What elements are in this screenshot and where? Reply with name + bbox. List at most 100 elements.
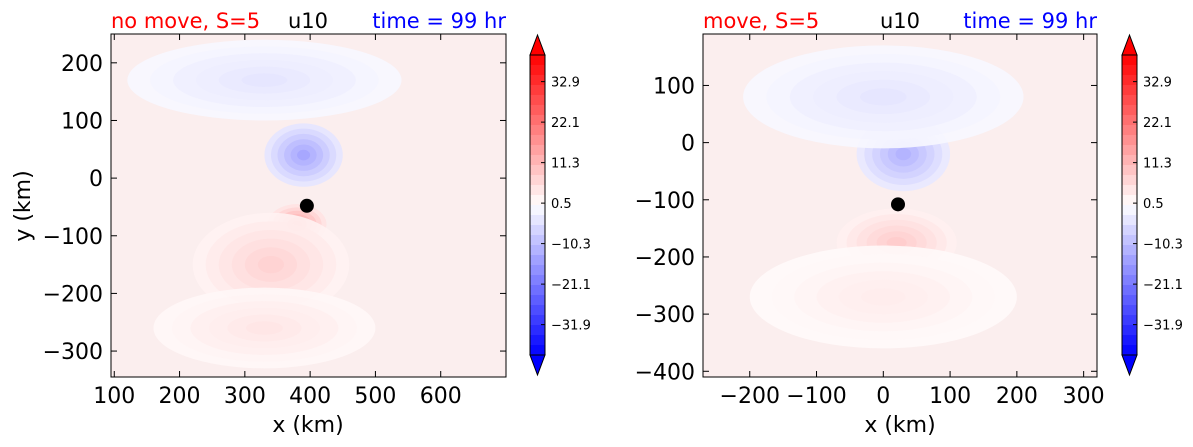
- colorbar-band: [530, 255, 545, 266]
- colorbar-band: [1122, 205, 1137, 216]
- colorbar-band: [1122, 255, 1137, 266]
- colorbar-band: [530, 345, 545, 356]
- field-contour-band: [297, 149, 311, 161]
- colorbar-band: [530, 295, 545, 306]
- colorbar-tick-label: −10.3: [1143, 238, 1183, 253]
- colorbar-band: [1122, 315, 1137, 326]
- colorbar-band: [530, 235, 545, 246]
- colorbar-band: [530, 205, 545, 216]
- colorbar-tick-label: 11.3: [551, 157, 580, 172]
- colorbar-extend-min: [529, 354, 546, 377]
- colorbar-band: [530, 75, 545, 86]
- x-tick-label: 200: [159, 384, 201, 409]
- colorbar-tick-label: 32.9: [1143, 76, 1172, 91]
- panel-no-move: no move, S=5 u10 time = 99 hr 100 200 300 4…: [11, 9, 591, 438]
- colorbar-band: [1122, 285, 1137, 296]
- colorbar-tick-label: −31.9: [1143, 319, 1183, 334]
- colorbar-band: [1122, 95, 1137, 106]
- colorbar-frame: [1121, 54, 1138, 356]
- colorbar-band: [530, 165, 545, 176]
- panel-1-y-label: y (km): [11, 170, 36, 241]
- colorbar-band: [530, 305, 545, 316]
- colorbar-band: [530, 55, 545, 66]
- field-contour-band: [257, 255, 285, 274]
- y-tick-label: −200: [43, 282, 103, 307]
- colorbar-extend-min: [1121, 354, 1138, 377]
- colorbar-tick-label: −10.3: [551, 238, 591, 253]
- colorbar-tick-label: −21.1: [1143, 278, 1183, 293]
- y-tick-label: −100: [43, 225, 103, 250]
- colorbar-tick-label: 0.5: [1143, 197, 1164, 212]
- colorbar-band: [530, 215, 545, 226]
- colorbar-band: [1122, 155, 1137, 166]
- colorbar-band: [530, 225, 545, 236]
- colorbar-band: [1122, 335, 1137, 346]
- colorbar-band: [530, 115, 545, 126]
- field-contour-band: [241, 73, 288, 87]
- y-tick-label: 100: [61, 109, 103, 134]
- colorbar-band: [1122, 195, 1137, 206]
- colorbar-tick-label: 22.1: [1143, 116, 1172, 131]
- colorbar-band: [1122, 245, 1137, 256]
- colorbar-band: [530, 125, 545, 136]
- colorbar-tick-label: 32.9: [551, 76, 580, 91]
- field-contour-band: [859, 88, 907, 106]
- colorbar-band: [1122, 305, 1137, 316]
- panel-1-title-left: no move, S=5: [111, 9, 260, 33]
- panel-1-title-center: u10: [288, 9, 328, 33]
- y-tick-label: −300: [635, 303, 695, 328]
- panel-2-plot-frame: [702, 33, 1098, 378]
- storm-center-marker: [299, 198, 314, 213]
- colorbar-band: [1122, 55, 1137, 66]
- colorbar-band: [530, 285, 545, 296]
- panel-1-x-axis: 100 200 300 400 500 600: [93, 34, 462, 409]
- x-tick-label: 100: [93, 384, 135, 409]
- y-tick-label: −300: [43, 340, 103, 365]
- x-tick-label: 600: [420, 384, 462, 409]
- colorbar-band: [1122, 345, 1137, 356]
- storm-center-marker: [890, 197, 905, 212]
- colorbar-band: [530, 245, 545, 256]
- panel-move: move, S=5 u10 time = 99 hr −200 −100 0 100 2…: [635, 9, 1183, 438]
- colorbar-band: [530, 105, 545, 116]
- field-contour-band: [245, 321, 283, 335]
- field-contour-band: [895, 147, 912, 161]
- y-tick-label: −400: [635, 360, 695, 385]
- x-tick-label: 0: [876, 384, 890, 409]
- colorbar-band: [530, 315, 545, 326]
- colorbar-band: [530, 265, 545, 276]
- y-tick-label: 100: [653, 74, 695, 99]
- colorbar-band: [1122, 295, 1137, 306]
- panel-1-x-label: x (km): [272, 413, 343, 438]
- colorbar-band: [530, 85, 545, 96]
- panel-1-field: [111, 34, 506, 377]
- panel-1-y-axis: 200 100 0 −100 −200 −300: [43, 52, 506, 365]
- colorbar-band: [1122, 235, 1137, 246]
- panel-1-colorbar: 32.9 22.1 11.3 0.5 −10.3 −21.1 −31.9: [529, 33, 591, 377]
- field-contour-band: [861, 288, 906, 306]
- colorbar-band: [1122, 75, 1137, 86]
- panel-2-y-axis: 100 0 −100 −200 −300 −400: [635, 74, 1097, 385]
- y-tick-label: −100: [635, 189, 695, 214]
- colorbar-band: [1122, 105, 1137, 116]
- panel-1-title-right: time = 99 hr: [372, 9, 506, 33]
- colorbar-band: [1122, 115, 1137, 126]
- colorbar-band: [1122, 325, 1137, 336]
- panel-2-title-right: time = 99 hr: [963, 9, 1097, 33]
- colorbar-band: [530, 185, 545, 196]
- panel-2-x-axis: −200 −100 0 100 200 300: [720, 34, 1105, 409]
- y-tick-label: −200: [635, 246, 695, 271]
- y-tick-label: 0: [681, 132, 695, 157]
- panel-1-plot-frame: [110, 33, 507, 378]
- colorbar-band: [1122, 175, 1137, 186]
- panel-2-colorbar: 32.9 22.1 11.3 0.5 −10.3 −21.1 −31.9: [1121, 33, 1183, 377]
- colorbar-extend-max: [529, 33, 546, 56]
- colorbar-band: [1122, 225, 1137, 236]
- colorbar-band: [1122, 265, 1137, 276]
- x-tick-label: 100: [929, 384, 971, 409]
- colorbar-band: [530, 195, 545, 206]
- panel-2-field: [703, 34, 1097, 377]
- colorbar-band: [1122, 65, 1137, 76]
- colorbar-band: [1122, 215, 1137, 226]
